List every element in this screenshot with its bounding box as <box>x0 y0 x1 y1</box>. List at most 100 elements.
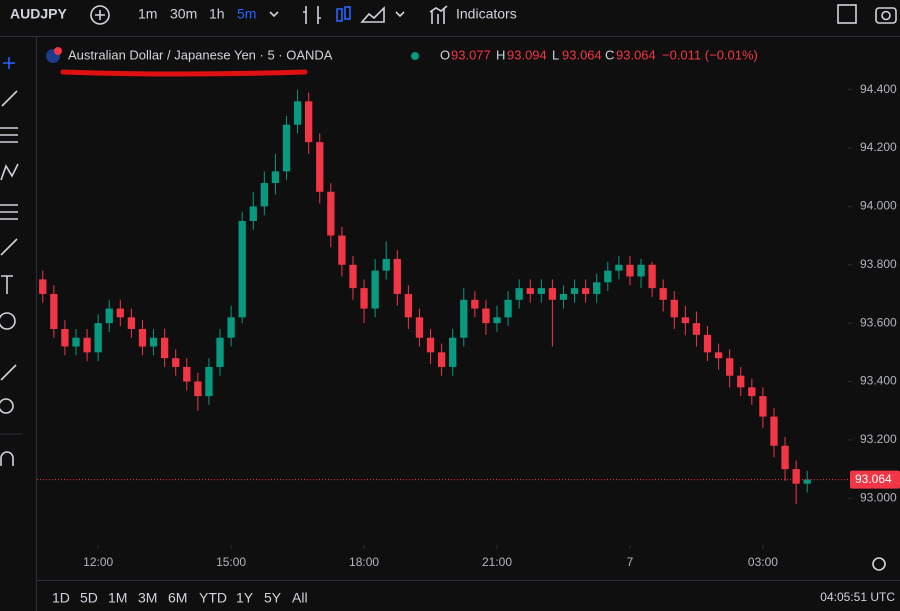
candle-body <box>227 317 235 338</box>
candle-body <box>604 270 612 283</box>
candle-body <box>415 317 424 338</box>
interval[interactable]: 1m <box>138 6 157 22</box>
candle-body <box>393 258 401 294</box>
y-tick-label: 93.000 <box>860 490 897 504</box>
annotation-underline <box>60 69 308 77</box>
add-icon <box>95 10 105 20</box>
candle-body <box>216 337 224 367</box>
pattern-tool[interactable] <box>0 163 19 181</box>
status-dot <box>411 52 419 60</box>
fib-tool[interactable] <box>0 127 18 143</box>
range-button[interactable]: 3M <box>138 590 157 606</box>
candle-body <box>670 299 678 318</box>
candle-body <box>626 264 634 277</box>
range-button[interactable]: 1M <box>108 590 127 606</box>
y-tick-label: 93.800 <box>860 257 897 271</box>
candle-body <box>526 288 534 294</box>
interval[interactable]: 1h <box>209 6 225 22</box>
y-tick-label: 94.200 <box>860 140 897 154</box>
settings[interactable] <box>872 557 886 571</box>
candle-body <box>803 479 811 484</box>
candle-body <box>61 328 69 347</box>
candle-body <box>615 264 623 271</box>
candle-body <box>205 366 213 397</box>
candle-body <box>327 191 335 236</box>
candle-body <box>238 220 246 318</box>
candle-body <box>593 282 601 294</box>
magnet-tool[interactable] <box>0 451 14 466</box>
zoom-tool[interactable] <box>0 398 14 414</box>
candle-body <box>83 337 91 353</box>
candle-body <box>149 337 158 347</box>
candle-body <box>759 396 767 417</box>
candle-body <box>493 317 501 324</box>
emoji-tool[interactable] <box>0 312 16 330</box>
legend-label: H <box>496 47 505 62</box>
x-tick-label: 12:00 <box>83 555 113 569</box>
crosshair-tool[interactable] <box>3 57 15 69</box>
interval-active[interactable]: 5m <box>237 6 256 22</box>
clock: 04:05:51 UTC <box>820 590 895 604</box>
dropdown[interactable] <box>269 11 279 18</box>
candle-body <box>50 293 58 329</box>
legend-label: C <box>605 47 614 62</box>
candle-body <box>72 337 80 347</box>
line-tool[interactable] <box>1 90 18 107</box>
bars-icon[interactable] <box>303 6 321 24</box>
x-tick-label: 03:00 <box>748 555 778 569</box>
range-button[interactable]: All <box>292 590 308 606</box>
candle-body <box>94 323 102 353</box>
candle-body <box>426 337 435 353</box>
symbol[interactable]: AUDJPY <box>10 6 67 22</box>
candle-body <box>792 469 800 484</box>
candles-icon[interactable] <box>336 8 343 22</box>
candle-body <box>316 142 324 192</box>
indicators[interactable]: Indicators <box>456 6 517 22</box>
camera[interactable] <box>875 7 897 24</box>
y-tick-label: 93.200 <box>860 432 897 446</box>
add-symbol[interactable] <box>90 5 110 25</box>
area-icon[interactable] <box>360 6 385 23</box>
range-button[interactable]: 6M <box>168 590 187 606</box>
ruler-tool[interactable] <box>0 364 17 381</box>
range-button[interactable]: 1D <box>52 590 70 606</box>
candle-body <box>449 337 457 367</box>
candle-body <box>703 334 712 353</box>
y-tick-label: 94.400 <box>860 82 897 96</box>
snapshot[interactable] <box>837 4 857 24</box>
x-tick-label: 18:00 <box>349 555 379 569</box>
forecast-tool[interactable] <box>0 204 18 220</box>
candle-body <box>271 171 280 184</box>
text-tool[interactable] <box>1 275 13 294</box>
candle-body <box>460 299 468 338</box>
range-button[interactable]: 5D <box>80 590 98 606</box>
range-button[interactable]: 1Y <box>236 590 254 606</box>
candle-body <box>570 288 579 294</box>
candle-body <box>39 279 47 294</box>
candle-body <box>360 288 368 309</box>
x-tick-label: 7 <box>627 555 634 569</box>
interval[interactable]: 30m <box>170 6 197 22</box>
range-button[interactable]: YTD <box>199 590 227 606</box>
camera-lens <box>881 10 891 21</box>
dropdown[interactable] <box>395 11 405 18</box>
last-price-label: 93.064 <box>855 472 892 486</box>
candle-body <box>338 235 346 265</box>
candle-body <box>127 317 136 329</box>
candle-body <box>349 264 357 289</box>
y-tick-label: 93.400 <box>860 374 897 388</box>
candle-body <box>537 288 545 294</box>
candle-body <box>404 293 413 318</box>
brush-tool[interactable] <box>0 238 18 256</box>
candle-body <box>105 308 113 324</box>
candle-body <box>138 328 147 347</box>
legend-label: O <box>440 47 450 62</box>
candle-body <box>714 352 723 359</box>
range-button[interactable]: 5Y <box>264 590 282 606</box>
candle-body <box>726 358 734 376</box>
candle-body <box>172 358 180 367</box>
candle-body <box>637 264 645 277</box>
legend-value: 93.064 <box>562 47 602 62</box>
